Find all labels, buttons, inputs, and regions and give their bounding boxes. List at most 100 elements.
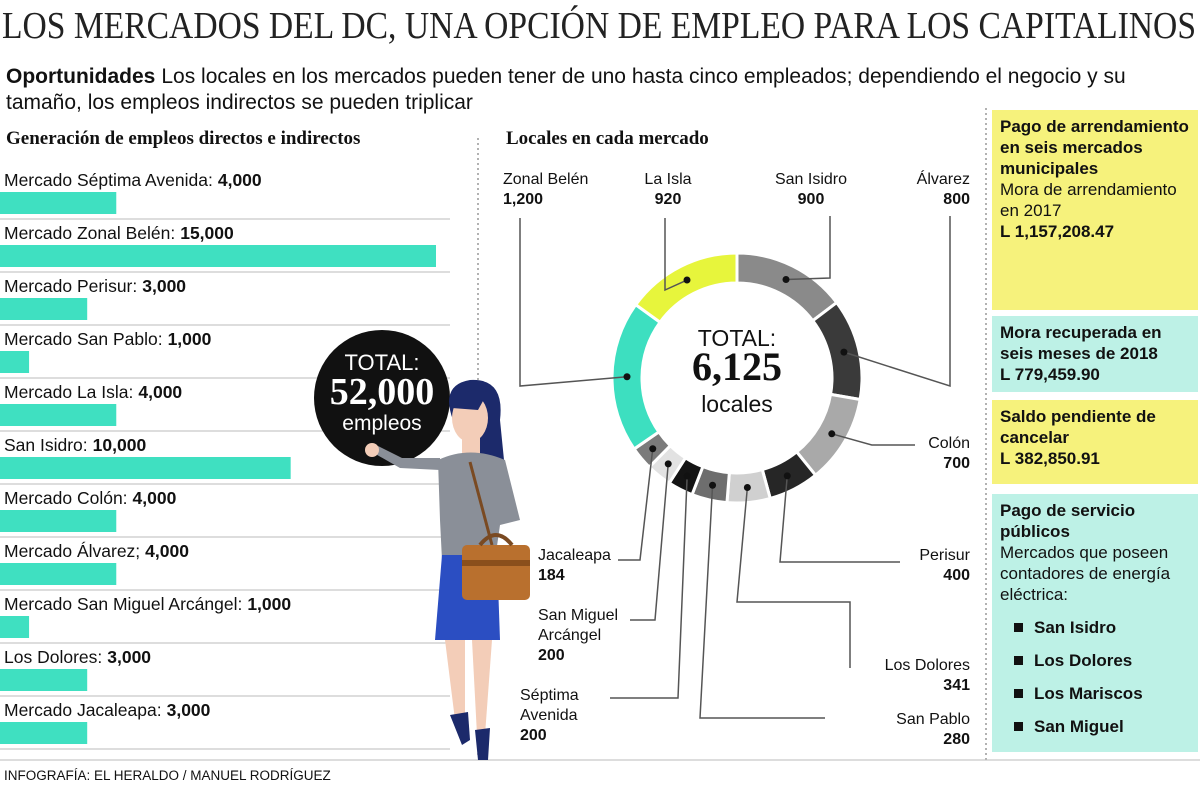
category-label: Álvarez [916, 171, 970, 188]
bullet [1014, 689, 1023, 698]
panel: Pago de arrendamiento en seis mercados m… [992, 110, 1198, 310]
donut-chart-title: Locales en cada mercado [506, 128, 709, 149]
bar-label: Los Dolores: 3,000 [4, 647, 151, 668]
value-label: 280 [943, 731, 970, 748]
bar [0, 457, 291, 479]
panel-amount: L 779,459.90 [1000, 365, 1100, 384]
leader-dot [683, 472, 691, 480]
leader-dot [683, 276, 691, 284]
leader-dot [782, 276, 790, 284]
intro: Oportunidades Los locales en los mercados… [6, 64, 1156, 116]
value-label: 3,000 [142, 276, 187, 296]
center-text: locales [701, 391, 773, 417]
leader-line [779, 475, 900, 563]
leader-dot [664, 460, 672, 468]
total-text: empleos [342, 412, 421, 435]
bullet [1014, 656, 1023, 665]
data-label: Álvarez 800 [880, 170, 970, 210]
value-label: 800 [943, 191, 970, 208]
bar [0, 298, 88, 320]
value-label: 1,000 [247, 594, 292, 614]
data-label: Colón 700 [880, 434, 970, 474]
value-label: 1,000 [167, 329, 212, 349]
bullet [1014, 722, 1023, 731]
bar-label: Mercado Jacaleapa: 3,000 [4, 700, 210, 721]
leader-dot [623, 373, 631, 381]
bar-label: Mercado Perisur: 3,000 [4, 276, 186, 297]
value-label: 4,000 [138, 382, 183, 402]
intro-text: Los locales en los mercados pueden tener… [6, 65, 1126, 114]
bar [0, 192, 117, 214]
category-label: Los Dolores [884, 657, 970, 674]
bar-label: San Isidro: 10,000 [4, 435, 146, 456]
value-label: 400 [943, 567, 970, 584]
value-label: 3,000 [166, 700, 211, 720]
intro-lead: Oportunidades [6, 65, 156, 88]
item-text: Los Dolores [1034, 651, 1133, 670]
center-text: 6,125 [692, 344, 782, 389]
value-label: 4,000 [132, 488, 177, 508]
value-label: 1,200 [503, 191, 544, 208]
list-item: San Miguel [1014, 716, 1190, 737]
leader-dot [783, 472, 791, 480]
leader-line [699, 485, 825, 719]
data-label: Los Dolores 341 [850, 656, 970, 696]
panel: Pago de servicio públicos Mercados que p… [992, 494, 1198, 752]
leader-line [831, 433, 915, 446]
data-label: Séptima Avenida 200 [520, 686, 620, 746]
leader-dot [649, 445, 657, 453]
category-label: Mercado La Isla: [4, 382, 134, 402]
data-label: San Pablo 280 [850, 710, 970, 750]
category-label: San Isidro [774, 171, 848, 188]
panel-heading: Pago de arrendamiento en seis mercados m… [1000, 117, 1189, 178]
total-text: TOTAL: [345, 350, 420, 375]
panel-text: Mercados que poseen contadores de energí… [1000, 543, 1171, 604]
category-label: Séptima Avenida [520, 687, 579, 724]
list-item: Los Dolores [1014, 650, 1190, 671]
bar [0, 669, 88, 691]
leader-line [630, 463, 669, 621]
leader-line [618, 448, 654, 561]
category-label: Jacaleapa [538, 547, 611, 564]
bar-label: Mercado San Pablo: 1,000 [4, 329, 211, 350]
leader-dot [840, 348, 848, 356]
data-label: Zonal Belén 1,200 [503, 170, 613, 210]
value-label: 4,000 [145, 541, 189, 561]
data-label: San Miguel Arcángel 200 [538, 606, 638, 666]
bar-chart-title: Generación de empleos directos e indirec… [6, 128, 361, 149]
panel-amount: L 1,157,208.47 [1000, 222, 1115, 241]
total-text: 52,000 [330, 371, 435, 413]
value-label: 200 [520, 727, 547, 744]
value-label: 15,000 [180, 223, 234, 243]
item-text: Los Mariscos [1034, 684, 1143, 703]
bar [0, 616, 30, 638]
category-label: San Pablo [896, 711, 970, 728]
category-label: Zonal Belén [503, 171, 589, 188]
bar [0, 722, 88, 744]
category-label: Mercado San Miguel Arcángel: [4, 594, 243, 614]
leader-line [664, 218, 688, 292]
value-label: 920 [654, 191, 682, 208]
data-label: Perisur 400 [880, 546, 970, 586]
data-label: La Isla 920 [618, 170, 718, 210]
value-label: 341 [943, 677, 970, 694]
list-item: San Isidro [1014, 617, 1190, 638]
leader-line [519, 218, 628, 387]
data-label: Jacaleapa 184 [538, 546, 638, 586]
panel-heading: Mora recuperada en seis meses de 2018 [1000, 323, 1162, 363]
bar [0, 245, 436, 267]
leader-line [610, 476, 688, 699]
value-label: 900 [797, 191, 825, 208]
category-label: San Miguel Arcángel [538, 607, 619, 644]
leader-dot [709, 481, 717, 489]
leader-line [785, 216, 831, 281]
donut-segment [735, 251, 839, 323]
bar-label: Mercado Séptima Avenida: 4,000 [4, 170, 262, 191]
center-text: TOTAL: [698, 325, 776, 351]
bar [0, 404, 117, 426]
value-label: 4,000 [217, 170, 262, 190]
item-text: San Miguel [1034, 717, 1124, 736]
category-label: Colón [928, 435, 970, 452]
list-item: Los Mariscos [1014, 683, 1190, 704]
value-label: 10,000 [92, 435, 147, 455]
